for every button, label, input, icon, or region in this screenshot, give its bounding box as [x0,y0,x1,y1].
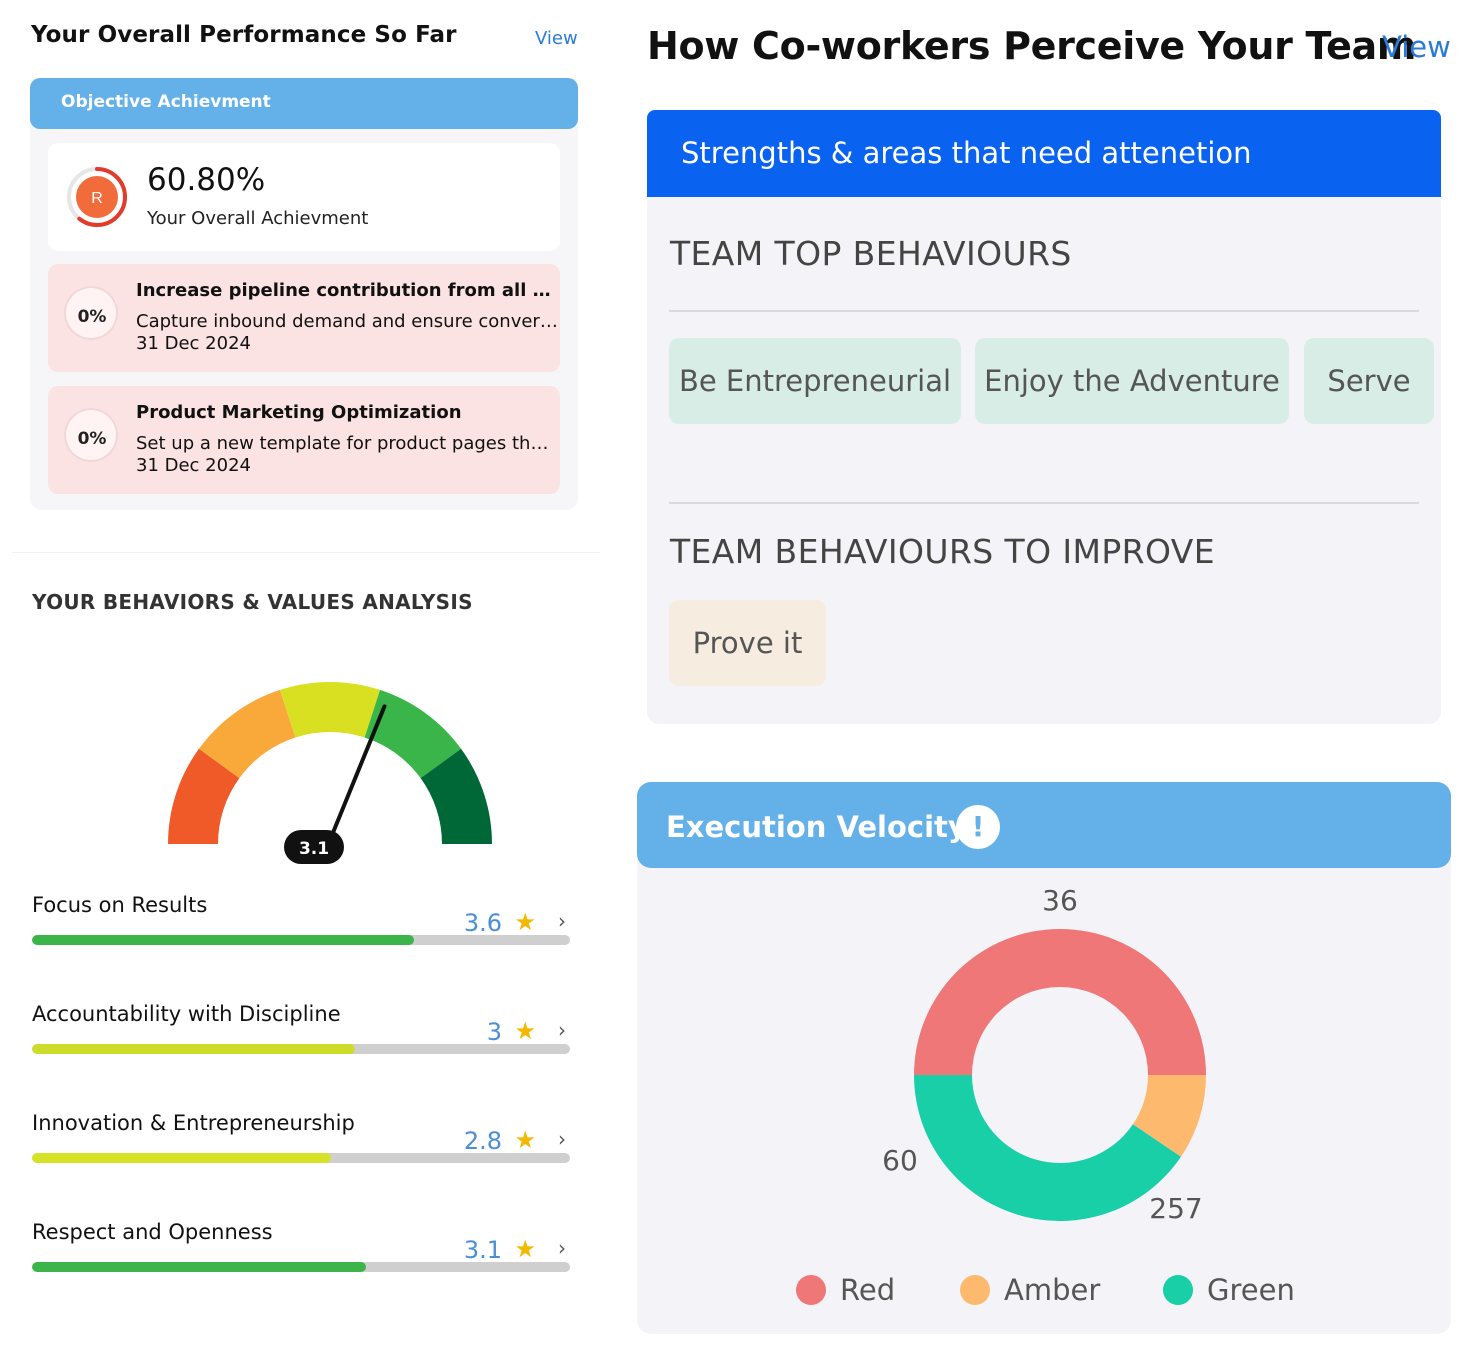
behavior-row[interactable]: Accountability with Discipline 3 ★ › [32,1002,572,1092]
gauge-segments [168,682,492,844]
divider [669,310,1419,312]
behavior-progress-fill [32,1262,366,1272]
objective-description: Set up a new template for product pages … [136,433,558,454]
legend-item-red: Red [796,1270,895,1310]
gauge-needle [328,704,387,842]
gauge-value-badge [284,830,344,864]
divider [669,502,1419,504]
behavior-progress-fill [32,1044,355,1054]
behavior-progress-fill [32,935,414,945]
objective-date: 31 Dec 2024 [136,333,251,354]
donut-data-label: 60 [882,1144,918,1177]
performance-title: Your Overall Performance So Far [31,22,457,48]
behavior-name: Respect and Openness [32,1220,273,1244]
behavior-row[interactable]: Innovation & Entrepreneurship 2.8 ★ › [32,1111,572,1201]
progress-ring [64,408,118,462]
strengths-header: Strengths & areas that need attenetion [647,110,1441,197]
improve-behaviour-chip[interactable]: Prove it [669,600,826,686]
objective-title: Increase pipeline contribution from all … [136,280,554,301]
objective-card[interactable]: 0% Product Marketing Optimization Set up… [48,386,560,494]
donut-data-label: 36 [1042,884,1078,917]
achievement-ring: R [67,167,127,227]
behavior-score: 3.1 [463,1236,502,1264]
star-icon: ★ [514,1235,536,1263]
legend-item-amber: Amber [960,1270,1100,1310]
objective-achievement-header[interactable]: Objective Achievment [30,78,578,129]
behavior-name: Innovation & Entrepreneurship [32,1111,355,1135]
behavior-progress-track [32,1044,570,1054]
behavior-score: 3 [486,1018,502,1046]
legend-label: Amber [1004,1273,1101,1307]
legend-swatch [1163,1275,1193,1305]
gauge-segment [168,748,240,844]
objective-percent: 0% [77,429,107,449]
execution-velocity-donut: 36 60 257 [882,884,1206,1225]
overall-achievement-value: 60.80% [147,162,266,198]
overall-achievement-card [48,143,560,251]
donut-slice-amber [1132,1075,1206,1157]
rag-status-badge [76,176,118,218]
improve-behaviours-title: TEAM BEHAVIOURS TO IMPROVE [670,532,1215,571]
legend-label: Green [1207,1273,1295,1307]
behavior-score: 3.6 [463,909,502,937]
donut-data-label: 257 [1149,1192,1202,1225]
top-behaviours-title: TEAM TOP BEHAVIOURS [670,234,1072,273]
gauge-segment [198,689,296,779]
star-icon: ★ [514,1126,536,1154]
coworkers-title: How Co-workers Perceive Your Team [647,24,1417,68]
behavior-name: Accountability with Discipline [32,1002,341,1026]
performance-view-link[interactable]: View [535,28,578,49]
legend-swatch [960,1275,990,1305]
execution-velocity-header: Execution Velocity [637,782,1451,868]
legend-label: Red [840,1273,896,1307]
chevron-right-icon[interactable]: › [558,909,566,933]
top-behaviour-chip[interactable]: Be Entrepreneurial [669,338,961,424]
gauge-segment [420,748,492,844]
donut-slice-red [914,929,1206,1075]
objective-card[interactable]: 0% Increase pipeline contribution from a… [48,264,560,372]
gauge-segment [279,682,381,738]
gauge-value: 3.1 [299,839,329,859]
coworkers-view-link[interactable]: View [1382,30,1451,64]
objective-description: Capture inbound demand and ensure conver… [136,311,558,332]
star-icon: ★ [514,908,536,936]
star-icon: ★ [514,1017,536,1045]
objective-percent: 0% [77,307,107,327]
overall-achievement-label: Your Overall Achievment [147,208,369,229]
info-icon[interactable]: ! [956,805,1000,849]
behavior-score: 2.8 [463,1127,502,1155]
execution-velocity-panel [637,782,1451,1334]
top-behaviour-chip[interactable]: Enjoy the Adventure [975,338,1289,424]
chevron-right-icon[interactable]: › [558,1127,566,1151]
legend-item-green: Green [1163,1270,1295,1310]
objective-title: Product Marketing Optimization [136,402,462,423]
behavior-progress-track [32,1262,570,1272]
behaviors-title: YOUR BEHAVIORS & VALUES ANALYSIS [32,590,473,614]
behavior-progress-fill [32,1153,331,1163]
gauge-segment [364,689,462,779]
behavior-gauge: 3.1 [168,682,492,864]
objective-date: 31 Dec 2024 [136,455,251,476]
chevron-right-icon[interactable]: › [558,1236,566,1260]
behavior-name: Focus on Results [32,893,208,917]
progress-ring [64,286,118,340]
rag-status-letter: R [91,190,103,207]
behavior-row[interactable]: Focus on Results 3.6 ★ › [32,893,572,983]
chevron-right-icon[interactable]: › [558,1018,566,1042]
top-behaviour-chip[interactable]: Serve [1304,338,1434,424]
behavior-progress-track [32,1153,570,1163]
donut-slice-green [914,1075,1181,1221]
behavior-progress-track [32,935,570,945]
behavior-row[interactable]: Respect and Openness 3.1 ★ › [32,1220,572,1310]
legend-swatch [796,1275,826,1305]
